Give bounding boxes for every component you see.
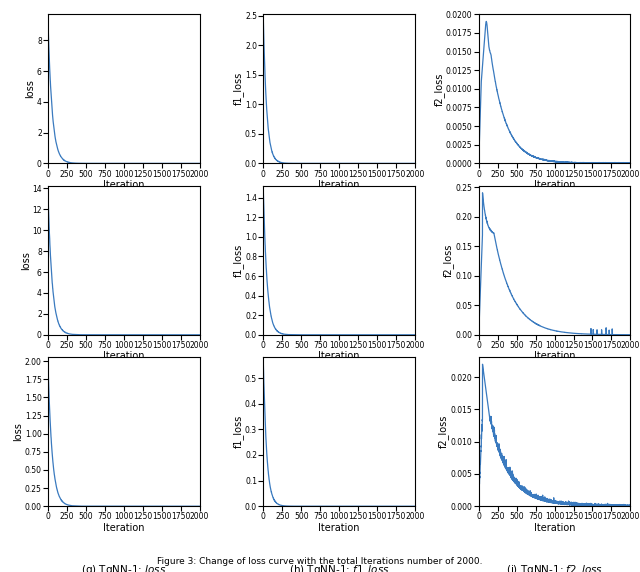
X-axis label: Iteration: Iteration [319,351,360,362]
X-axis label: Iteration: Iteration [534,180,575,190]
X-axis label: Iteration: Iteration [534,351,575,362]
X-axis label: Iteration: Iteration [319,523,360,533]
Y-axis label: loss: loss [26,80,35,98]
Text: (g) TgNN-1: $loss$: (g) TgNN-1: $loss$ [81,563,166,572]
X-axis label: Iteration: Iteration [319,180,360,190]
Text: (h) TgNN-1: $f1$_$loss$: (h) TgNN-1: $f1$_$loss$ [289,563,390,572]
Y-axis label: loss: loss [20,251,31,269]
Y-axis label: f2_loss: f2_loss [438,415,449,448]
Text: (f) TgNN: $f2$_$loss$: (f) TgNN: $f2$_$loss$ [511,391,598,406]
Text: (b) LD-TgNN: $f1$_$loss$: (b) LD-TgNN: $f1$_$loss$ [285,220,393,235]
Text: (e) TgNN: $f1$_$loss$: (e) TgNN: $f1$_$loss$ [294,391,385,406]
X-axis label: Iteration: Iteration [103,523,145,533]
Y-axis label: loss: loss [13,422,24,441]
Text: (a) LD-TgNN: $loss$: (a) LD-TgNN: $loss$ [77,220,170,234]
Text: (c) LD-TgNN: $f2$_$loss$: (c) LD-TgNN: $f2$_$loss$ [501,220,608,235]
Y-axis label: f1_loss: f1_loss [233,72,244,105]
Text: (i) TgNN-1: $f2$_$loss$: (i) TgNN-1: $f2$_$loss$ [506,563,603,572]
X-axis label: Iteration: Iteration [534,523,575,533]
Text: Figure 3: Change of loss curve with the total Iterations number of 2000.: Figure 3: Change of loss curve with the … [157,557,483,566]
Y-axis label: f2_loss: f2_loss [433,72,444,105]
X-axis label: Iteration: Iteration [103,180,145,190]
X-axis label: Iteration: Iteration [103,351,145,362]
Y-axis label: f1_loss: f1_loss [233,415,244,448]
Y-axis label: f1_loss: f1_loss [233,244,244,277]
Y-axis label: f2_loss: f2_loss [443,244,454,277]
Text: (d) TgNN: $loss$: (d) TgNN: $loss$ [86,391,161,406]
